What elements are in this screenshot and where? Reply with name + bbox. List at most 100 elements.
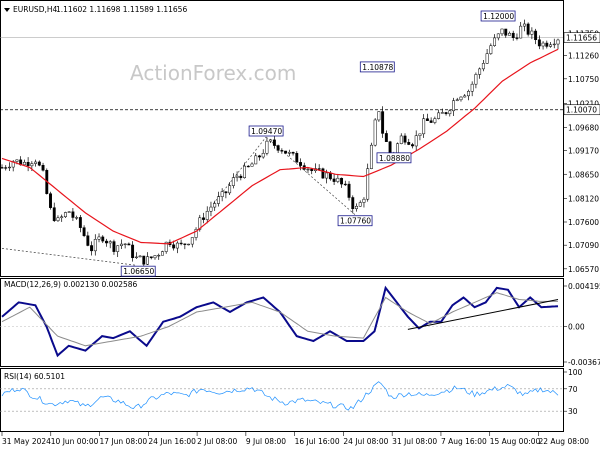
candle-body bbox=[272, 139, 276, 146]
price-tick-label: 1.08120 bbox=[568, 194, 599, 203]
candle-body bbox=[317, 168, 321, 170]
candle-body bbox=[306, 168, 310, 171]
candle-body bbox=[97, 236, 101, 240]
candle-body bbox=[246, 165, 250, 168]
candle-body bbox=[86, 235, 90, 246]
candle-body bbox=[131, 244, 135, 259]
candle-body bbox=[377, 111, 381, 121]
candle-body bbox=[280, 150, 284, 152]
rsi-line bbox=[1, 381, 559, 411]
candle-body bbox=[157, 254, 161, 257]
candle-body bbox=[276, 145, 280, 151]
dropdown-arrow-icon[interactable] bbox=[4, 8, 10, 12]
price-marker-box bbox=[563, 104, 600, 116]
candle-body bbox=[71, 211, 75, 218]
candle-body bbox=[220, 191, 224, 197]
header: EURUSD,H4 1.11602 1.11698 1.11589 1.1165… bbox=[4, 5, 187, 14]
candle-body bbox=[213, 203, 217, 208]
candle-body bbox=[537, 39, 541, 47]
candle-body bbox=[90, 245, 94, 252]
candle-body bbox=[183, 243, 187, 245]
moving-average-line bbox=[1, 48, 559, 245]
candle-body bbox=[146, 256, 149, 265]
candle-body bbox=[164, 241, 168, 252]
candle-body bbox=[149, 256, 153, 259]
candle-body bbox=[4, 167, 8, 169]
candle-body bbox=[194, 229, 198, 238]
candle-body bbox=[429, 120, 433, 123]
price-annotation-box bbox=[359, 61, 395, 73]
candle-body bbox=[261, 152, 265, 158]
price-tick-label: 1.07090 bbox=[568, 241, 599, 250]
candle-body bbox=[26, 161, 30, 167]
candle-body bbox=[411, 144, 414, 147]
candle-body bbox=[496, 33, 500, 39]
candle-body bbox=[511, 32, 515, 39]
candle-body bbox=[112, 241, 116, 252]
candle-body bbox=[444, 112, 448, 115]
rsi-panel bbox=[0, 368, 564, 432]
time-tick-label: 2 Jul 08:00 bbox=[197, 437, 237, 446]
candle-body bbox=[34, 161, 38, 164]
candle-body bbox=[52, 207, 56, 221]
time-tick-label: 24 Jul 08:00 bbox=[343, 437, 388, 446]
time-tick-label: 10 Jun 00:00 bbox=[51, 437, 99, 446]
candle-body bbox=[381, 111, 385, 134]
time-tick-label: 31 Jul 08:00 bbox=[392, 437, 437, 446]
support-dotted-line bbox=[1, 248, 136, 266]
macd-panel bbox=[0, 278, 564, 367]
candle-body bbox=[388, 141, 392, 154]
candle-body bbox=[470, 83, 474, 92]
candle-body bbox=[299, 162, 302, 166]
candle-body bbox=[500, 28, 504, 35]
candle-body bbox=[243, 165, 247, 179]
price-tick-label: 1.08650 bbox=[568, 170, 599, 179]
candle-body bbox=[138, 255, 142, 258]
price-tick-label: 1.11260 bbox=[568, 52, 599, 61]
candle-body bbox=[75, 217, 79, 219]
candle-body bbox=[30, 163, 34, 167]
candle-body bbox=[328, 172, 332, 180]
candle-body bbox=[153, 255, 157, 259]
time-tick-label: 17 Jun 08:00 bbox=[100, 437, 148, 446]
candle-body bbox=[418, 133, 422, 136]
candle-body bbox=[437, 112, 441, 119]
candle-body bbox=[216, 196, 220, 204]
candle-body bbox=[78, 217, 82, 228]
candle-body bbox=[526, 23, 530, 35]
candle-body bbox=[422, 118, 426, 135]
candle-body bbox=[325, 172, 329, 179]
macd-tick-label: -0.003678 bbox=[568, 358, 600, 367]
price-tick-label: 1.09170 bbox=[568, 147, 599, 156]
signal-line bbox=[1, 292, 558, 347]
rsi-tick-label: 100 bbox=[568, 368, 583, 377]
candle-body bbox=[15, 159, 19, 162]
candle-body bbox=[287, 151, 291, 154]
candle-body bbox=[60, 216, 64, 219]
candle-body bbox=[481, 63, 485, 70]
candle-body bbox=[522, 23, 526, 27]
watermark-text: ActionForex.com bbox=[130, 61, 296, 85]
candle-body bbox=[41, 165, 45, 171]
price-marker-box bbox=[563, 32, 600, 43]
candle-body bbox=[448, 110, 452, 115]
candle-body bbox=[108, 241, 112, 244]
time-tick-label: 16 Jul 16:00 bbox=[295, 437, 340, 446]
candle-body bbox=[321, 168, 325, 179]
candle-body bbox=[541, 42, 545, 47]
candle-body bbox=[22, 161, 26, 166]
candle-body bbox=[545, 42, 549, 47]
candle-body bbox=[205, 210, 209, 220]
candle-body bbox=[228, 185, 232, 194]
time-tick-label: 9 Jul 08:00 bbox=[246, 437, 286, 446]
candle-body bbox=[485, 53, 489, 64]
candle-body bbox=[231, 177, 235, 186]
candle-body bbox=[556, 39, 560, 45]
candle-body bbox=[474, 74, 478, 85]
price-tick-label: 1.09680 bbox=[568, 123, 599, 132]
candle-body bbox=[534, 30, 538, 41]
price-annotation-box bbox=[120, 265, 156, 277]
price-annotation-box bbox=[248, 125, 284, 137]
candle-body bbox=[336, 177, 340, 182]
